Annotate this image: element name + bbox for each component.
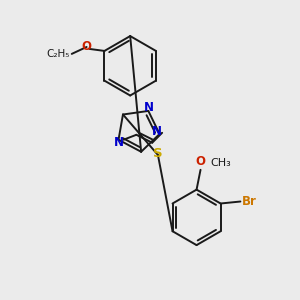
Text: O: O	[82, 40, 92, 53]
Text: Br: Br	[242, 195, 256, 208]
Text: C₂H₅: C₂H₅	[46, 49, 70, 59]
Text: N: N	[113, 136, 124, 149]
Text: O: O	[196, 155, 206, 168]
Text: CH₃: CH₃	[210, 158, 231, 168]
Text: S: S	[153, 148, 163, 160]
Text: N: N	[144, 101, 154, 115]
Text: N: N	[152, 125, 162, 139]
